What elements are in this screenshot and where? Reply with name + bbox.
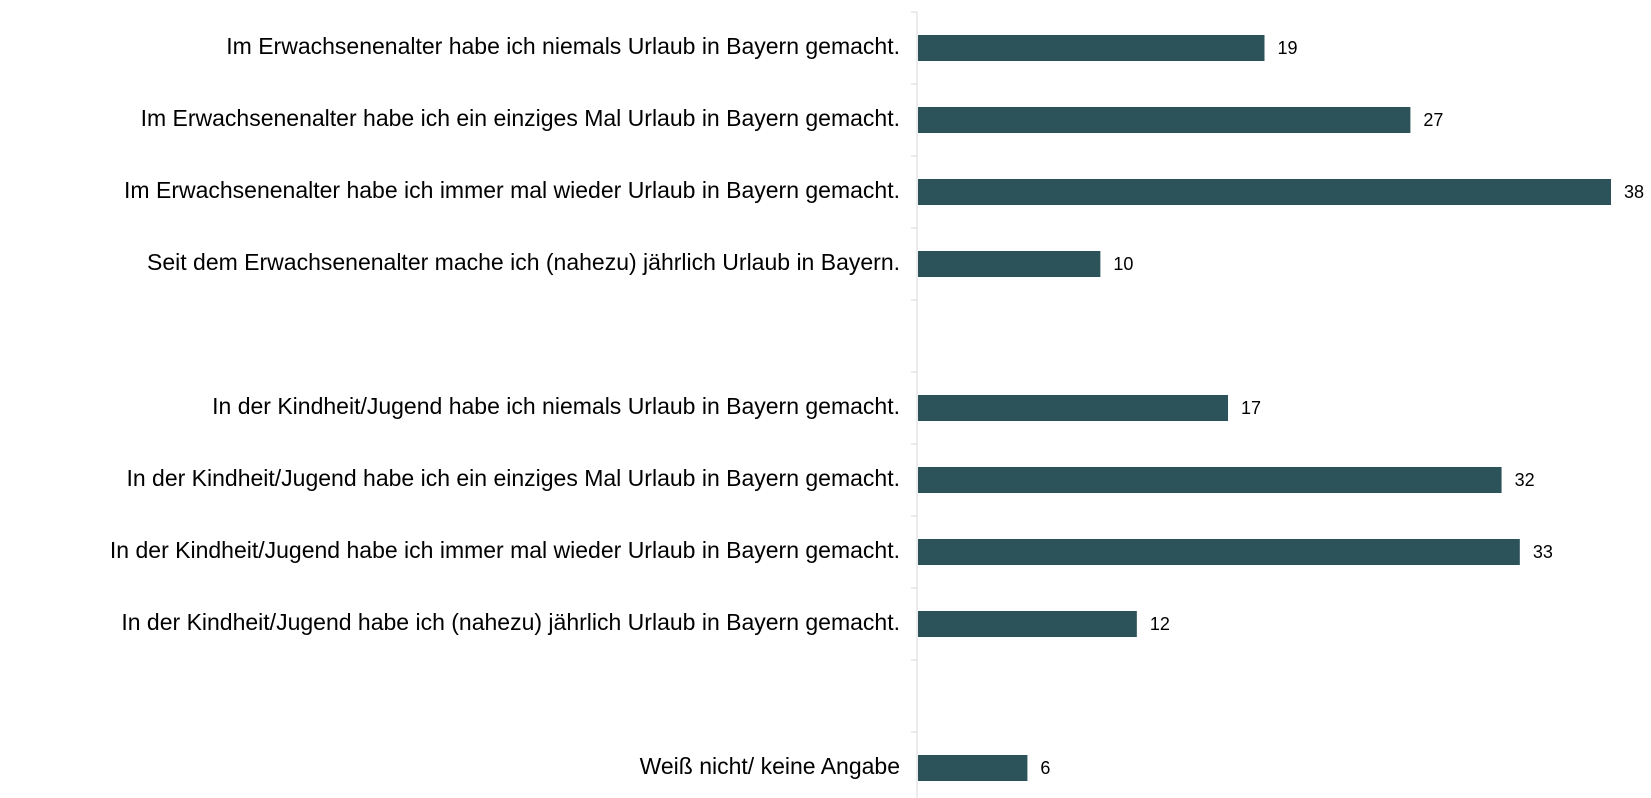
value-label: 17 [1241,398,1261,418]
category-label: Im Erwachsenenalter habe ich niemals Url… [226,33,900,59]
value-label: 10 [1113,254,1133,274]
category-label: Weiß nicht/ keine Angabe [640,753,900,779]
value-label: 19 [1278,38,1298,58]
value-label: 32 [1515,470,1535,490]
value-label: 12 [1150,614,1170,634]
value-label: 6 [1040,758,1050,778]
bar [918,107,1411,133]
bar [918,395,1229,421]
bar [918,179,1611,205]
category-label: In der Kindheit/Jugend habe ich (nahezu)… [121,609,900,635]
category-label: Im Erwachsenenalter habe ich ein einzige… [141,105,900,131]
bar [918,539,1520,565]
category-label: Seit dem Erwachsenenalter mache ich (nah… [147,249,900,275]
category-label: Im Erwachsenenalter habe ich immer mal w… [124,177,900,203]
bar [918,467,1502,493]
category-label: In der Kindheit/Jugend habe ich niemals … [212,393,900,419]
bar [918,611,1137,637]
value-label: 27 [1423,110,1443,130]
bar [918,251,1101,277]
value-label: 33 [1533,542,1553,562]
category-label: In der Kindheit/Jugend habe ich immer ma… [110,537,900,563]
category-label: In der Kindheit/Jugend habe ich ein einz… [126,465,900,491]
bar [918,755,1028,781]
bar [918,35,1265,61]
value-label: 38 [1624,182,1644,202]
